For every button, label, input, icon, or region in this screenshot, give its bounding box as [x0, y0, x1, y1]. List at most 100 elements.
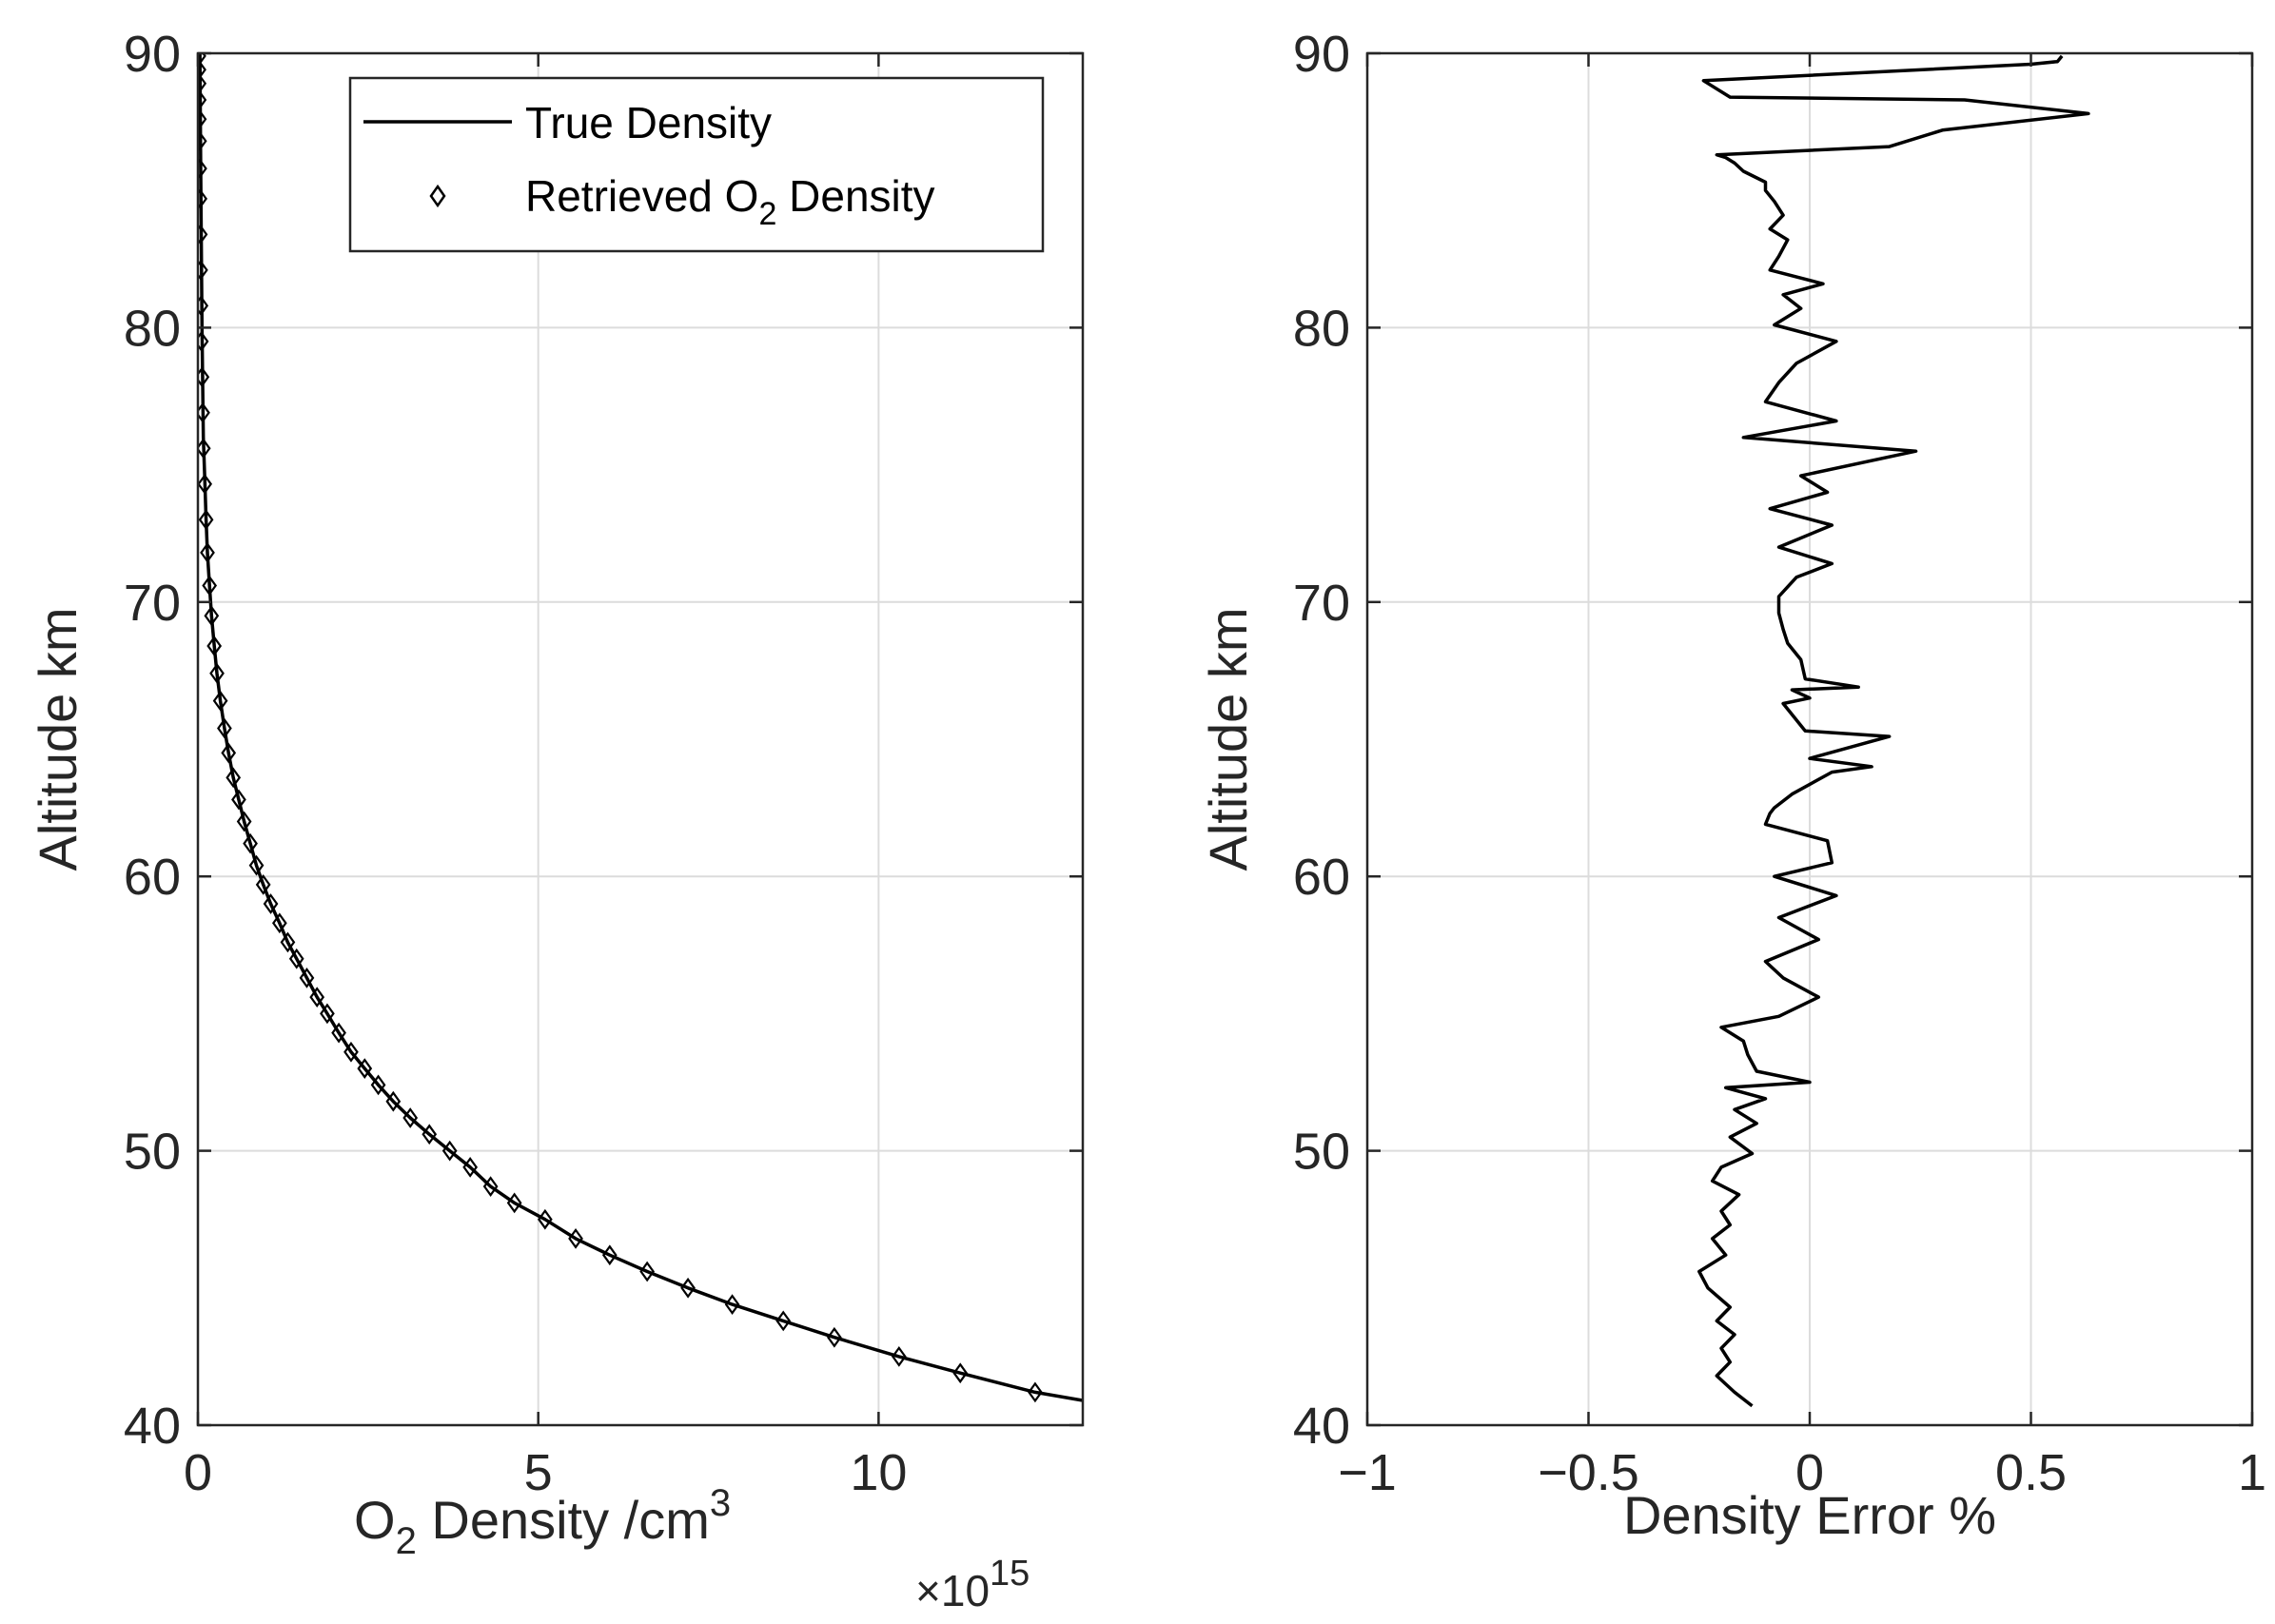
density-ytick-label: 80: [124, 300, 181, 357]
density-error-line: [1697, 54, 2090, 1408]
error-ytick-label: 60: [1293, 849, 1350, 906]
retrieved-o2-density-marker: [331, 1022, 346, 1044]
error-xtick-label: −0.5: [1538, 1444, 1639, 1501]
retrieved-o2-density-marker: [639, 1261, 656, 1282]
density-plot-x-exponent: ×1015: [915, 1554, 1030, 1615]
retrieved-o2-density-marker: [198, 130, 207, 152]
retrieved-o2-density-marker: [217, 717, 232, 739]
error-ytick-label: 70: [1293, 575, 1350, 632]
retrieved-o2-density-marker: [827, 1326, 842, 1348]
retrieved-o2-density-marker: [385, 1090, 402, 1112]
retrieved-o2-density-marker: [198, 259, 208, 281]
retrieved-o2-density-marker: [402, 1107, 419, 1128]
retrieved-o2-density-marker: [236, 811, 252, 832]
retrieved-o2-density-marker: [212, 690, 228, 712]
retrieved-o2-density-marker: [198, 330, 209, 352]
legend-retrieved-rest: Density: [776, 171, 934, 221]
legend-label-true-density: True Density: [525, 98, 772, 147]
xlabel-base: O: [354, 1490, 396, 1550]
retrieved-o2-density-marker: [255, 873, 271, 895]
retrieved-o2-density-marker: [680, 1277, 696, 1299]
legend-label-retrieved-density: Retrieved O2 Density: [525, 171, 935, 232]
density-plot-axes-box: [196, 51, 1085, 1427]
retrieved-o2-density-marker: [568, 1228, 583, 1249]
true-density-line: [198, 53, 1083, 1402]
error-ytick-label: 40: [1293, 1398, 1350, 1455]
retrieved-o2-density-marker: [198, 108, 207, 130]
retrieved-o2-density-marker: [462, 1157, 479, 1178]
x-exponent-prefix: ×10: [915, 1566, 990, 1615]
retrieved-o2-density-marker: [320, 1003, 335, 1025]
retrieved-o2-density-marker: [506, 1192, 522, 1214]
density-xtick-label: 0: [184, 1444, 212, 1501]
retrieved-o2-density-marker: [248, 854, 265, 876]
error-series-clip: [1697, 54, 2090, 1408]
density-plot-ticks: 0 5 10 40 50 60 70 80 90: [124, 26, 1083, 1501]
xlabel-text: Density /cm: [417, 1490, 710, 1550]
xlabel-superscript: 3: [710, 1482, 731, 1524]
density-plot-ylabel: Altitude km: [28, 608, 88, 871]
density-ytick-label: 60: [124, 849, 181, 906]
retrieved-o2-density-marker: [724, 1294, 740, 1315]
retrieved-o2-density-marker: [482, 1176, 499, 1197]
density-ytick-label: 70: [124, 575, 181, 632]
retrieved-o2-density-marker: [221, 742, 237, 764]
retrieved-o2-density-marker: [299, 968, 315, 988]
error-plot-series: [1697, 54, 2090, 1408]
retrieved-o2-density-marker: [198, 438, 211, 460]
density-ytick-label: 50: [124, 1124, 181, 1181]
error-plot-ticks: −1 −0.5 0 0.5 1 40 50 60 70 80 90: [1293, 26, 2266, 1501]
retrieved-o2-density-marker: [271, 912, 287, 934]
retrieved-o2-density-marker: [263, 893, 279, 914]
retrieved-o2-density-marker: [601, 1244, 618, 1266]
error-xtick-label: 0: [1795, 1444, 1824, 1501]
retrieved-o2-density-marker: [198, 295, 209, 317]
legend-diamond-marker: [429, 184, 446, 208]
retrieved-o2-density-marker: [198, 158, 207, 180]
retrieved-o2-density-marker: [1028, 1381, 1043, 1403]
retrieved-o2-density-marker: [206, 636, 223, 656]
retrieved-o2-density-marker: [357, 1058, 373, 1079]
density-plot-legend: True Density Retrieved O2 Density: [348, 76, 1045, 253]
retrieved-o2-density-marker: [343, 1041, 359, 1063]
density-ytick-label: 90: [124, 26, 181, 83]
density-plot-grid: [198, 53, 1083, 1425]
retrieved-o2-density-marker: [441, 1140, 458, 1162]
density-plot-xlabel: O2 Density /cm3: [354, 1482, 731, 1562]
error-xtick-label: 1: [2238, 1444, 2266, 1501]
density-xtick-label: 10: [850, 1444, 907, 1501]
retrieved-o2-density-marker: [280, 931, 296, 953]
error-plot-ylabel: Altitude km: [1198, 608, 1258, 871]
retrieved-o2-density-marker: [422, 1124, 438, 1145]
retrieved-o2-density-marker: [209, 662, 225, 684]
retrieved-o2-density-marker: [198, 224, 208, 245]
retrieved-o2-density-marker: [891, 1346, 907, 1367]
error-plot-xlabel: Density Error %: [1623, 1485, 1996, 1545]
density-plot-series: [198, 53, 1083, 1403]
retrieved-o2-density-marker: [288, 948, 304, 969]
retrieved-o2-density-marker: [775, 1310, 792, 1332]
retrieved-o2-density-marker: [952, 1362, 969, 1384]
retrieved-o2-density-marker: [537, 1208, 553, 1230]
retrieved-o2-density-marker: [226, 767, 242, 789]
retrieved-o2-density-marker: [202, 575, 218, 597]
error-plot-grid: [1367, 53, 2252, 1425]
retrieved-o2-density-marker: [198, 366, 210, 388]
retrieved-o2-density-marker: [231, 789, 246, 811]
retrieved-o2-density-marker: [198, 509, 214, 531]
error-ytick-label: 50: [1293, 1124, 1350, 1181]
error-xtick-label: −1: [1338, 1444, 1397, 1501]
retrieved-o2-density-marker: [370, 1074, 386, 1096]
retrieved-o2-density-marker: [309, 987, 325, 1008]
legend-box: [348, 76, 1045, 253]
retrieved-o2-density-marker: [198, 187, 208, 209]
retrieved-o2-density-marker: [198, 89, 207, 110]
retrieved-o2-density-marker: [204, 605, 220, 627]
error-ytick-label: 90: [1293, 26, 1350, 83]
legend-retrieved-subscript: 2: [758, 196, 776, 232]
retrieved-o2-density-marker: [200, 542, 215, 563]
